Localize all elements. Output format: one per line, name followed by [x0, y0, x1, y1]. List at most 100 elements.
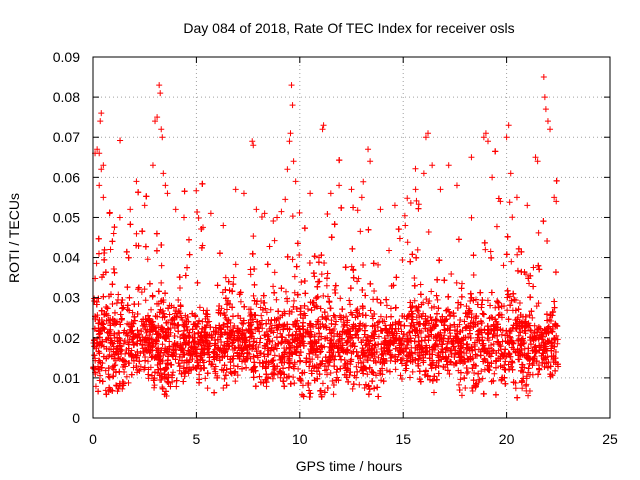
- data-point: [375, 333, 382, 340]
- data-point: [535, 229, 542, 236]
- data-point: [464, 368, 471, 375]
- data-point: [296, 352, 303, 359]
- data-point: [313, 303, 320, 310]
- data-point: [375, 261, 382, 268]
- data-point: [468, 314, 475, 321]
- data-point: [128, 371, 135, 378]
- data-point: [319, 380, 326, 387]
- data-point: [498, 331, 505, 338]
- data-point: [401, 212, 408, 219]
- data-point: [319, 313, 326, 320]
- data-point: [282, 196, 289, 203]
- data-point: [178, 314, 185, 321]
- data-point: [141, 286, 148, 293]
- data-point: [314, 354, 321, 361]
- data-point: [535, 300, 542, 307]
- data-point: [412, 165, 419, 172]
- data-point: [219, 289, 226, 296]
- data-point: [430, 389, 437, 396]
- data-point: [500, 262, 507, 269]
- data-point: [529, 314, 536, 321]
- data-point: [425, 300, 432, 307]
- data-point: [278, 333, 285, 340]
- data-point: [260, 292, 267, 299]
- data-point: [254, 319, 261, 326]
- data-point: [470, 377, 477, 384]
- data-point: [484, 335, 491, 342]
- data-point: [111, 224, 118, 231]
- data-point: [464, 345, 471, 352]
- data-point: [277, 374, 284, 381]
- data-point: [482, 246, 489, 253]
- data-point: [107, 246, 114, 253]
- data-point: [431, 303, 438, 310]
- data-point: [271, 269, 278, 276]
- data-point: [334, 374, 341, 381]
- data-point: [220, 321, 227, 328]
- data-point: [434, 296, 441, 303]
- data-point: [291, 359, 298, 366]
- data-point: [356, 381, 363, 388]
- data-point: [166, 311, 173, 318]
- data-point: [139, 228, 146, 235]
- data-point: [262, 332, 269, 339]
- data-point: [291, 380, 298, 387]
- data-point: [406, 329, 413, 336]
- data-point: [411, 297, 418, 304]
- data-point: [354, 207, 361, 214]
- data-point: [425, 228, 432, 235]
- data-point: [116, 330, 123, 337]
- data-point: [291, 297, 298, 304]
- data-point: [347, 309, 354, 316]
- data-point: [331, 333, 338, 340]
- data-point: [349, 385, 356, 392]
- data-point: [347, 301, 354, 308]
- data-point: [118, 347, 125, 354]
- data-point: [533, 303, 540, 310]
- data-point: [354, 306, 361, 313]
- data-point: [337, 295, 344, 302]
- data-point: [324, 371, 331, 378]
- data-point: [134, 369, 141, 376]
- data-point: [370, 260, 377, 267]
- data-point: [250, 353, 257, 360]
- data-point: [343, 313, 350, 320]
- data-point: [413, 197, 420, 204]
- data-point: [323, 282, 330, 289]
- data-point: [296, 209, 303, 216]
- data-point: [261, 299, 268, 306]
- data-point: [482, 347, 489, 354]
- data-point: [137, 363, 144, 370]
- data-point: [469, 388, 476, 395]
- data-point: [506, 350, 513, 357]
- data-point: [458, 392, 465, 399]
- data-point: [133, 362, 140, 369]
- data-point: [496, 341, 503, 348]
- data-point: [125, 379, 132, 386]
- data-point: [478, 368, 485, 375]
- data-point: [304, 306, 311, 313]
- data-point: [160, 352, 167, 359]
- data-point: [139, 345, 146, 352]
- data-point: [357, 228, 364, 235]
- data-point: [298, 279, 305, 286]
- data-point: [470, 271, 477, 278]
- data-point: [232, 261, 239, 268]
- data-point: [140, 349, 147, 356]
- data-point: [428, 288, 435, 295]
- data-point: [291, 273, 298, 280]
- data-point: [409, 368, 416, 375]
- data-point: [412, 332, 419, 339]
- data-point: [142, 297, 149, 304]
- data-point: [514, 251, 521, 258]
- data-point: [115, 291, 122, 298]
- data-point: [311, 273, 318, 280]
- data-point: [195, 215, 202, 222]
- data-point: [278, 208, 285, 215]
- data-point: [327, 305, 334, 312]
- data-point: [404, 195, 411, 202]
- data-point: [299, 382, 306, 389]
- data-point: [296, 251, 303, 258]
- data-point: [348, 263, 355, 270]
- data-point: [151, 382, 158, 389]
